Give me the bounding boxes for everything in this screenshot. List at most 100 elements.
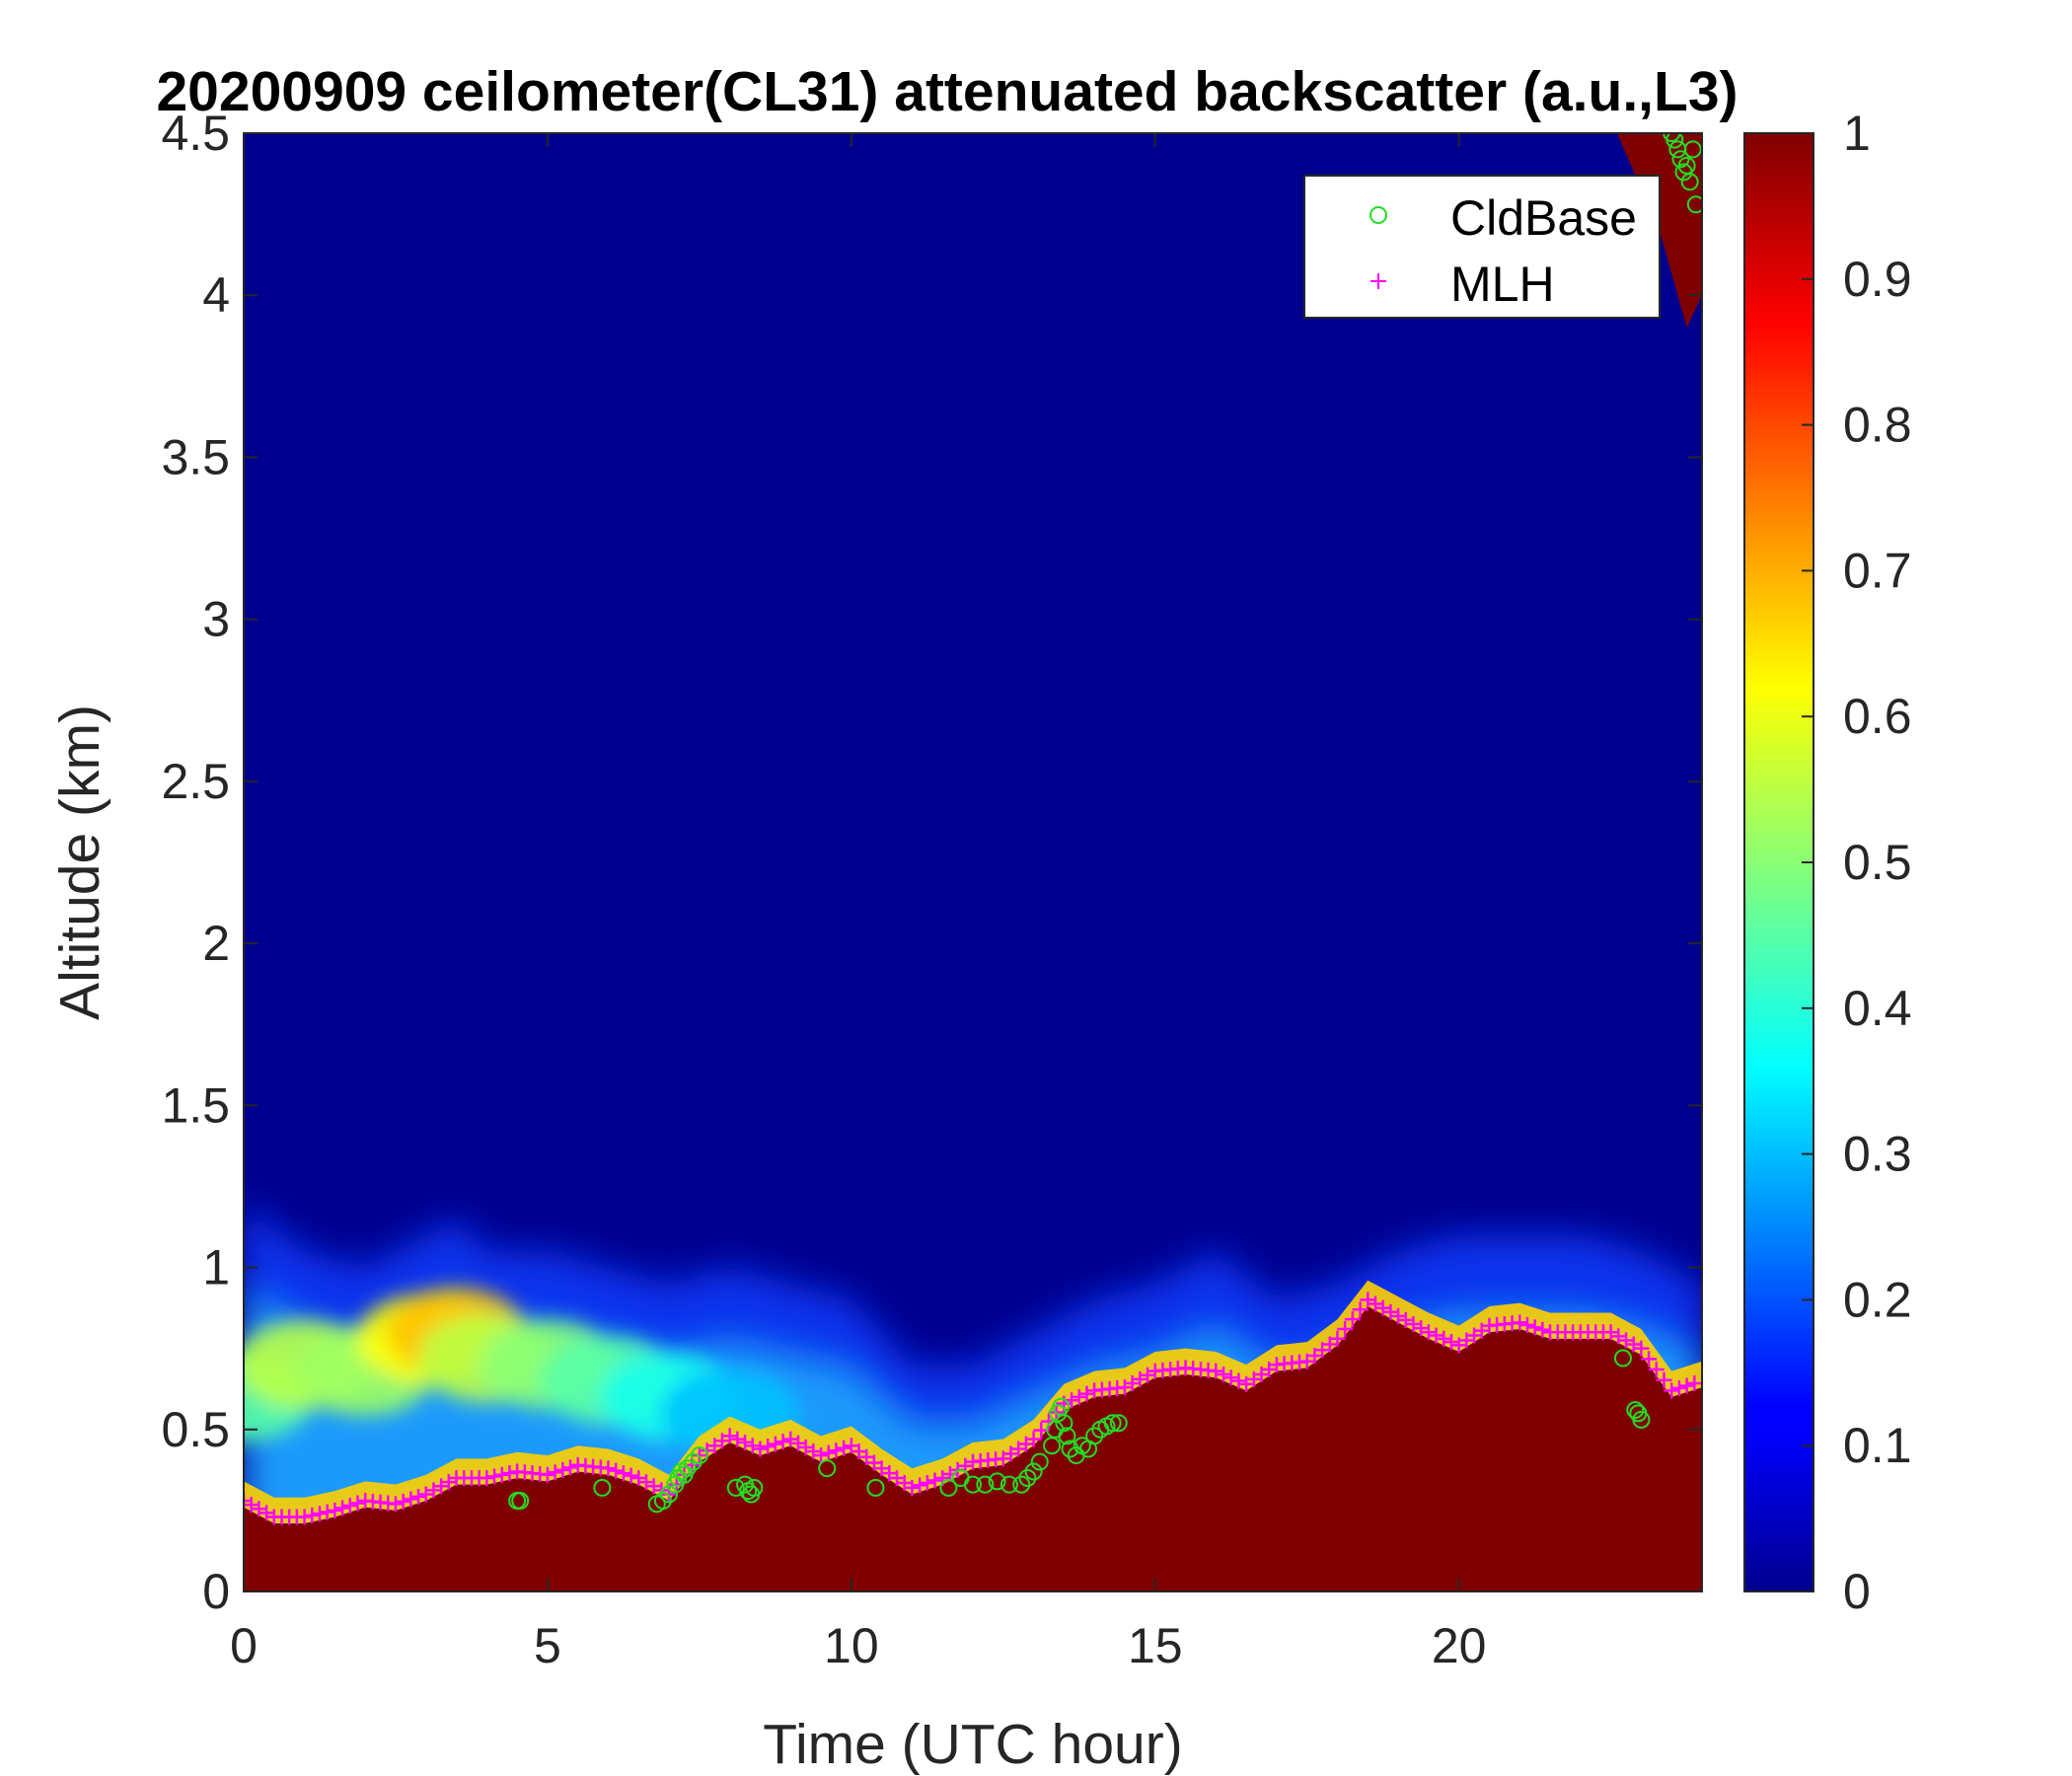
colorbar-tick-label: 1 xyxy=(1843,106,1871,161)
mlh-marker xyxy=(744,1438,761,1454)
cldbase-marker xyxy=(593,1478,612,1497)
y-tick-label: 2.5 xyxy=(161,754,230,809)
mlh-marker xyxy=(1025,1431,1042,1447)
mlh-marker xyxy=(395,1493,411,1510)
y-tick-label: 4 xyxy=(202,267,230,323)
mlh-marker xyxy=(767,1436,783,1452)
cldbase-marker xyxy=(660,1485,679,1504)
y-axis: 0 0.5 1 1.5 2 2.5 3 3.5 4 4.5 xyxy=(161,106,1702,1619)
cldbase-marker xyxy=(726,1478,745,1497)
mlh-marker xyxy=(1352,1301,1369,1318)
mlh-marker xyxy=(539,1466,555,1483)
cldbase-marker xyxy=(1683,140,1702,159)
legend-cldbase-marker xyxy=(1369,206,1387,224)
cldbase-marker xyxy=(1613,1349,1632,1368)
mlh-marker xyxy=(547,1464,563,1481)
cldbase-marker xyxy=(1061,1440,1079,1458)
mlh-marker xyxy=(623,1467,639,1484)
x-tick-label: 0 xyxy=(230,1618,258,1673)
mlh-marker xyxy=(403,1491,419,1508)
mlh-marker xyxy=(1329,1330,1346,1347)
colorbar-tick-label: 0.3 xyxy=(1843,1127,1912,1182)
cldbase-marker xyxy=(939,1478,958,1497)
colorbar-tick-label: 0.2 xyxy=(1843,1272,1912,1327)
mlh-marker xyxy=(1216,1366,1232,1382)
cldbase-marker xyxy=(1030,1452,1049,1471)
plot-frame xyxy=(243,132,1703,1592)
mlh-marker xyxy=(334,1500,351,1517)
cldbase-marker xyxy=(1663,133,1681,142)
mlh-marker xyxy=(600,1460,617,1477)
mlh-marker xyxy=(926,1472,943,1489)
cldbase-marker xyxy=(999,1475,1018,1494)
x-axis-label: Time (UTC hour) xyxy=(763,1713,1182,1776)
mlh-marker xyxy=(1436,1330,1452,1347)
cldbase-marker xyxy=(1012,1475,1031,1494)
mlh-marker xyxy=(1670,1379,1687,1396)
colorbar-tick-label: 0.7 xyxy=(1843,543,1912,598)
mlh-marker xyxy=(1641,1351,1658,1368)
y-tick-label: 1.5 xyxy=(161,1077,230,1133)
y-tick-label: 3.5 xyxy=(161,429,230,484)
cldbase-marker xyxy=(866,1478,885,1497)
y-tick-label: 4.5 xyxy=(161,106,230,161)
mlh-marker xyxy=(555,1461,571,1478)
mlh-marker xyxy=(836,1440,852,1456)
mlh-marker xyxy=(1222,1369,1239,1386)
mlh-marker xyxy=(493,1466,510,1483)
y-tick-label: 0.5 xyxy=(161,1402,230,1457)
mlh-marker xyxy=(912,1477,928,1494)
mlh-marker xyxy=(1656,1371,1672,1388)
mlh-marker xyxy=(304,1507,321,1523)
colorbar-axis: 0 0.1 0.2 0.3 0.4 0.5 0.6 0.7 0.8 0.9 1 xyxy=(1802,106,1912,1619)
mlh-marker xyxy=(486,1468,503,1485)
saturated-region xyxy=(244,1305,1702,1591)
cldbase-marker xyxy=(976,1475,995,1494)
x-tick-label: 5 xyxy=(534,1618,561,1673)
colorbar-tick-label: 0.1 xyxy=(1843,1418,1912,1473)
mlh-marker xyxy=(1428,1327,1444,1344)
colorbar-tick-label: 0.5 xyxy=(1843,835,1912,890)
mlh-marker xyxy=(1344,1311,1361,1328)
cldbase-marker xyxy=(1632,1410,1651,1429)
colorbar-tick-label: 0.6 xyxy=(1843,689,1912,744)
mlh-marker xyxy=(341,1497,358,1514)
cldbase-marker xyxy=(1109,1414,1128,1433)
cldbase-marker xyxy=(678,1459,697,1478)
mlh-marker xyxy=(349,1495,366,1512)
cldbase-marker xyxy=(1671,150,1690,169)
legend-mlh-label: MLH xyxy=(1450,257,1555,312)
mlh-marker xyxy=(919,1474,935,1491)
colorbar-tick-label: 0.8 xyxy=(1843,398,1912,453)
mlh-marker xyxy=(1648,1362,1665,1378)
mlh-marker xyxy=(1686,1374,1702,1391)
mlh-marker xyxy=(1208,1363,1224,1379)
mlh-marker xyxy=(1420,1324,1437,1341)
mlh-marker xyxy=(820,1444,837,1461)
mlh-marker xyxy=(319,1504,335,1520)
colorbar-tick-label: 0 xyxy=(1843,1564,1871,1619)
cldbase-marker xyxy=(690,1446,708,1465)
mlh-marker xyxy=(1518,1316,1535,1333)
mlh-marker xyxy=(721,1428,738,1444)
legend-box xyxy=(1303,175,1661,319)
mlh-marker xyxy=(479,1470,495,1487)
cldbase-marker xyxy=(818,1459,837,1478)
cldbase-marker xyxy=(1103,1414,1122,1433)
mlh-marker xyxy=(1526,1319,1543,1336)
mlh-marker xyxy=(760,1439,777,1455)
mlh-marker xyxy=(828,1443,845,1459)
x-axis: 0 5 10 15 20 xyxy=(230,133,1486,1673)
mlh-marker xyxy=(1534,1321,1551,1338)
mlh-marker xyxy=(410,1488,427,1505)
mlh-marker xyxy=(615,1465,631,1482)
mlh-marker xyxy=(1512,1314,1528,1331)
plot-area xyxy=(244,133,1702,1591)
chart-title: 20200909 ceilometer(CL31) attenuated bac… xyxy=(156,60,1738,123)
cldbase-marker xyxy=(1024,1462,1043,1481)
mlh-marker xyxy=(608,1462,625,1479)
y-tick-label: 0 xyxy=(202,1564,230,1619)
colorbar: 0 0.1 0.2 0.3 0.4 0.5 0.6 0.7 0.8 0.9 1 xyxy=(1743,106,1912,1619)
legend-mlh-marker xyxy=(1370,273,1386,289)
